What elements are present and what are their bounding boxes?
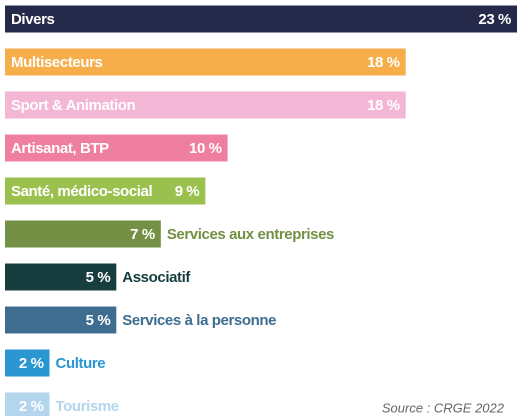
value-label: 2 %	[19, 355, 44, 372]
value-label: 23 %	[478, 11, 511, 28]
category-label: Santé, médico-social	[11, 183, 152, 200]
bar	[5, 134, 228, 162]
value-label: 10 %	[189, 140, 222, 157]
bar	[5, 263, 117, 291]
value-label: 7 %	[130, 226, 155, 243]
category-label: Services à la personne	[122, 312, 276, 329]
category-label: Tourisme	[56, 398, 119, 415]
category-label: Culture	[56, 355, 106, 372]
value-label: 18 %	[367, 54, 400, 71]
category-label: Artisanat, BTP	[11, 140, 109, 157]
bar	[5, 220, 161, 248]
value-label: 9 %	[175, 183, 200, 200]
bar	[5, 177, 206, 205]
bar	[5, 5, 517, 33]
category-label: Sport & Animation	[11, 97, 136, 114]
category-label: Multisecteurs	[11, 54, 103, 71]
value-label: 18 %	[367, 97, 400, 114]
value-label: 5 %	[86, 312, 111, 329]
bar	[5, 306, 117, 334]
category-label: Associatif	[122, 269, 191, 286]
bar	[5, 91, 406, 119]
category-label: Services aux entreprises	[167, 226, 334, 243]
bar	[5, 349, 50, 377]
bar	[5, 392, 50, 416]
category-label: Divers	[11, 11, 55, 28]
value-label: 5 %	[86, 269, 111, 286]
source: Source : CRGE 2022	[382, 400, 505, 415]
value-label: 2 %	[19, 398, 44, 415]
bar	[5, 48, 406, 76]
